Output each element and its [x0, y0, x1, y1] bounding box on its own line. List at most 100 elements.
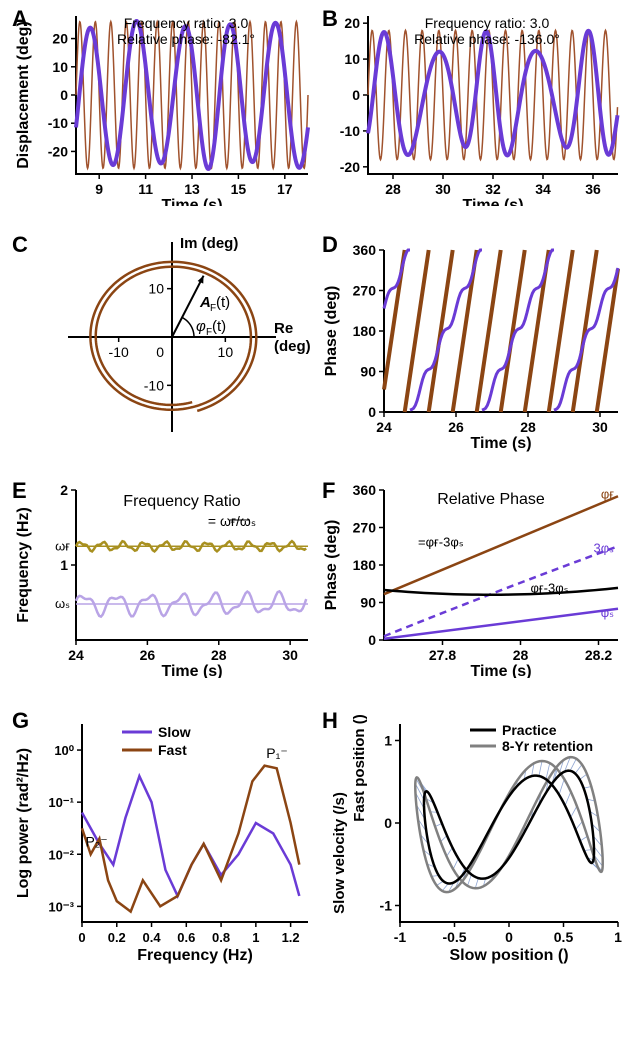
svg-text:φₛ: φₛ [601, 605, 614, 620]
svg-text:360: 360 [353, 482, 377, 498]
svg-text:Time (s): Time (s) [161, 197, 222, 206]
svg-text:10: 10 [218, 344, 234, 360]
panel-e-svg: 1224262830Frequency Ratio= ωғ/ωₛωғωₛTime… [12, 478, 312, 678]
panel-f-label: F [322, 478, 335, 504]
svg-text:28.2: 28.2 [585, 647, 612, 663]
panel-f: F 09018027036027.82828.2Relative Phase=φ… [322, 478, 622, 678]
svg-text:10⁻³: 10⁻³ [48, 899, 74, 914]
svg-text:20: 20 [344, 15, 360, 31]
svg-text:Relative phase: -136.0°: Relative phase: -136.0° [414, 31, 560, 47]
panel-f-svg: 09018027036027.82828.2Relative Phase=φғ-… [322, 478, 622, 678]
svg-text:Time (s): Time (s) [470, 663, 531, 678]
svg-text:Frequency ratio: 3.0: Frequency ratio: 3.0 [425, 15, 550, 31]
svg-text:26: 26 [448, 419, 464, 435]
svg-text:0.5: 0.5 [554, 929, 574, 945]
svg-text:28: 28 [211, 647, 227, 663]
svg-text:27.8: 27.8 [429, 647, 456, 663]
svg-text:30: 30 [435, 181, 451, 197]
svg-text:20: 20 [52, 31, 68, 47]
svg-text:10⁻¹: 10⁻¹ [48, 795, 74, 810]
svg-text:180: 180 [353, 323, 377, 339]
svg-text:0: 0 [60, 87, 68, 103]
svg-text:Im (deg): Im (deg) [180, 235, 238, 252]
panel-g-label: G [12, 708, 29, 734]
svg-text:Log power (rad²/Hz): Log power (rad²/Hz) [15, 748, 32, 898]
svg-text:Frequency (Hz): Frequency (Hz) [15, 507, 32, 623]
svg-text:0.4: 0.4 [142, 930, 161, 945]
svg-text:28: 28 [520, 419, 536, 435]
svg-text:0: 0 [505, 929, 513, 945]
panel-e: E 1224262830Frequency Ratio= ωғ/ωₛωғωₛTi… [12, 478, 312, 678]
panel-a: A -20-1001020911131517Frequency ratio: 3… [12, 6, 312, 206]
panel-d: D 09018027036024262830Time (s)Phase (deg… [322, 232, 622, 452]
svg-text:φ: φ [196, 318, 206, 335]
svg-text:(t): (t) [216, 294, 230, 311]
svg-text:Slow velocity (/s): Slow velocity (/s) [331, 792, 348, 914]
svg-text:Frequency ratio: 3.0: Frequency ratio: 3.0 [124, 15, 249, 31]
svg-text:34: 34 [535, 181, 551, 197]
svg-text:φғ-3φₛ: φғ-3φₛ [531, 580, 569, 595]
svg-text:1: 1 [60, 557, 68, 573]
svg-text:P₂⁻: P₂⁻ [85, 833, 107, 849]
svg-text:-1: -1 [394, 929, 407, 945]
svg-text:10⁰: 10⁰ [54, 743, 74, 758]
svg-text:Re: Re [274, 320, 293, 337]
svg-text:10: 10 [148, 281, 164, 297]
svg-text:10: 10 [52, 59, 68, 75]
svg-text:30: 30 [282, 647, 298, 663]
panel-b-label: B [322, 6, 338, 32]
svg-text:10: 10 [344, 51, 360, 67]
svg-text:Fast position (): Fast position () [351, 714, 368, 822]
svg-text:=φғ-3φₛ: =φғ-3φₛ [418, 534, 464, 549]
svg-text:(t): (t) [212, 318, 226, 335]
panel-h-label: H [322, 708, 338, 734]
svg-text:32: 32 [485, 181, 501, 197]
panel-c: C -10100-1010Im (deg)Re(deg)AF(t)φF(t) [12, 232, 312, 452]
svg-text:1: 1 [384, 733, 392, 749]
svg-text:1: 1 [252, 930, 259, 945]
svg-text:1: 1 [614, 929, 622, 945]
svg-text:0: 0 [368, 404, 376, 420]
svg-text:360: 360 [353, 242, 377, 258]
svg-text:0.8: 0.8 [212, 930, 230, 945]
svg-text:30: 30 [592, 419, 608, 435]
svg-text:Frequency Ratio: Frequency Ratio [123, 493, 240, 510]
svg-text:26: 26 [140, 647, 156, 663]
svg-text:36: 36 [585, 181, 601, 197]
panel-b: B -20-10010202830323436Frequency ratio: … [322, 6, 622, 206]
panel-a-svg: -20-1001020911131517Frequency ratio: 3.0… [12, 6, 312, 206]
svg-text:270: 270 [353, 283, 377, 299]
svg-text:-0.5: -0.5 [442, 929, 466, 945]
svg-text:28: 28 [385, 181, 401, 197]
svg-text:17: 17 [277, 181, 293, 197]
svg-text:= ωғ/ωₛ: = ωғ/ωₛ [208, 513, 256, 529]
svg-text:0: 0 [156, 344, 164, 360]
svg-text:0: 0 [78, 930, 85, 945]
svg-text:ωғ: ωғ [55, 538, 70, 553]
svg-text:-20: -20 [340, 159, 360, 175]
panel-h: H -101-1-0.500.51Practice8-Yr retentionS… [322, 708, 622, 968]
panel-a-label: A [12, 6, 28, 32]
svg-text:1.2: 1.2 [282, 930, 300, 945]
svg-text:270: 270 [353, 520, 377, 536]
svg-text:Displacement (deg): Displacement (deg) [15, 21, 32, 169]
svg-text:P₁⁻: P₁⁻ [266, 745, 287, 761]
svg-text:8-Yr retention: 8-Yr retention [502, 738, 593, 754]
svg-text:Fast: Fast [158, 742, 187, 758]
svg-text:0: 0 [352, 87, 360, 103]
svg-text:-10: -10 [48, 115, 68, 131]
panel-e-label: E [12, 478, 27, 504]
svg-text:10⁻²: 10⁻² [48, 847, 74, 862]
svg-text:-10: -10 [109, 344, 129, 360]
svg-text:90: 90 [360, 364, 376, 380]
svg-text:0.2: 0.2 [108, 930, 126, 945]
svg-text:0: 0 [368, 632, 376, 648]
svg-text:13: 13 [184, 181, 200, 197]
panel-c-label: C [12, 232, 28, 258]
svg-text:Relative Phase: Relative Phase [437, 491, 545, 508]
panel-c-svg: -10100-1010Im (deg)Re(deg)AF(t)φF(t) [12, 232, 312, 452]
panel-d-svg: 09018027036024262830Time (s)Phase (deg) [322, 232, 622, 452]
svg-text:90: 90 [360, 595, 376, 611]
svg-text:180: 180 [353, 557, 377, 573]
svg-text:-20: -20 [48, 143, 68, 159]
